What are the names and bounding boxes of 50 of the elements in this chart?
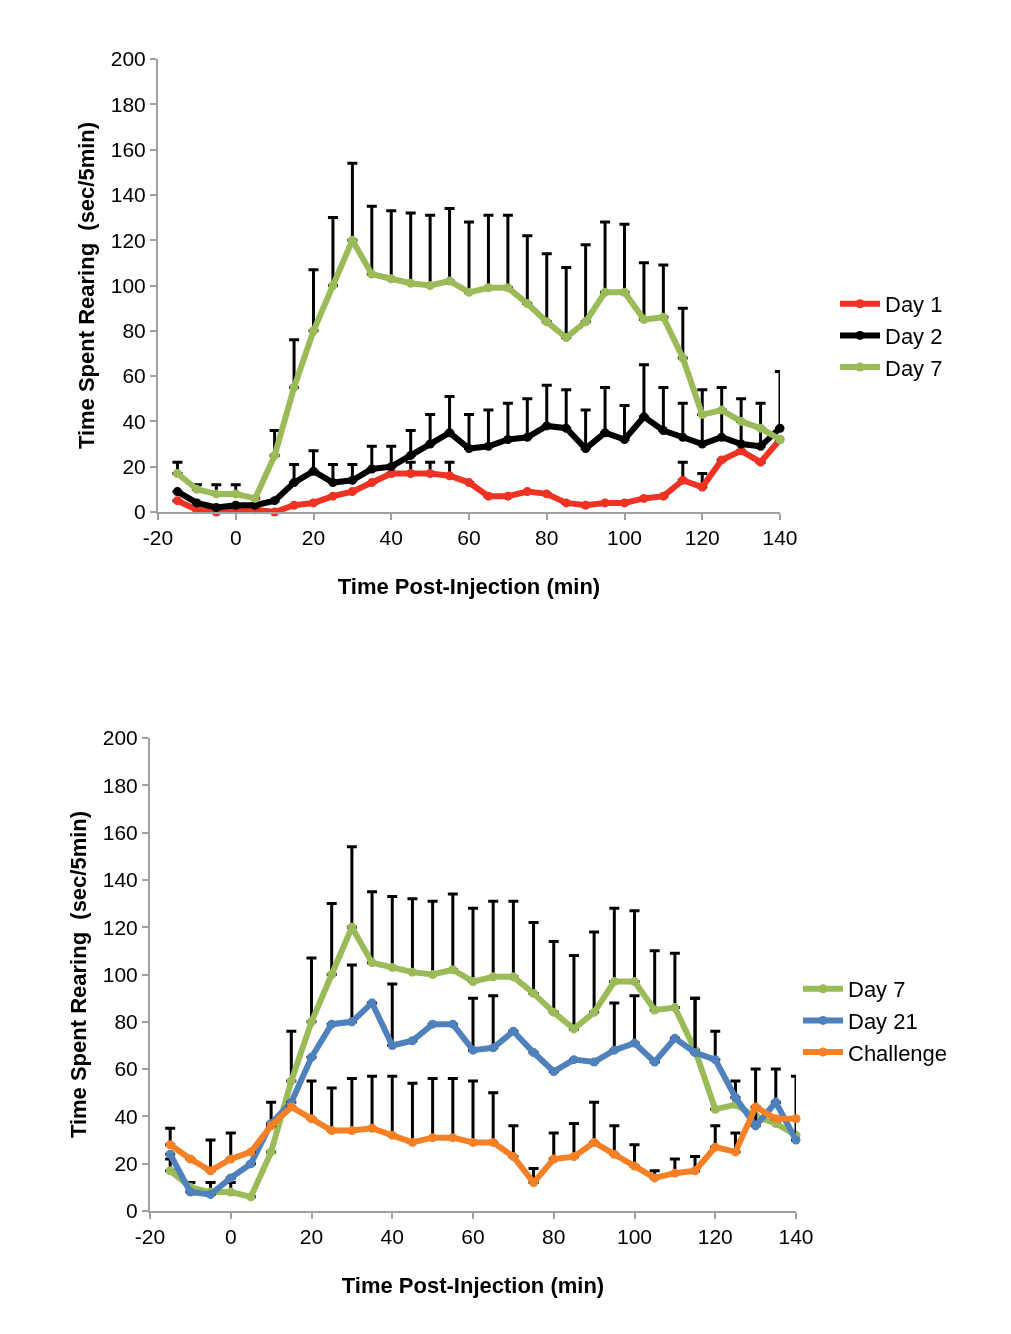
y-tick-label: 40 (114, 1104, 138, 1128)
y-axis-title: Time Spent Rearing (sec/5min) (74, 121, 100, 450)
x-tick-label: 20 (299, 1225, 324, 1249)
legend-label: Day 2 (885, 323, 943, 349)
y-tick-label: 120 (110, 228, 146, 252)
x-tick-label: 120 (684, 526, 720, 550)
x-tick-label: 120 (697, 1225, 733, 1249)
legend-label: Day 1 (885, 292, 943, 318)
x-tick-label: 80 (535, 526, 559, 550)
y-tick-label: 160 (102, 820, 138, 844)
x-tick-label: 80 (542, 1225, 566, 1249)
y-tick-label: 180 (102, 773, 138, 797)
x-tick-label: 100 (606, 526, 643, 550)
y-tick-label: 80 (114, 1010, 138, 1034)
legend-label: Day 7 (848, 977, 906, 1003)
y-tick-label: 20 (114, 1152, 138, 1176)
y-tick-label: 100 (110, 273, 146, 297)
x-tick-label: 0 (229, 526, 242, 550)
x-axis-title: Time Post-Injection (min) (341, 1272, 605, 1298)
y-tick-label: 140 (102, 868, 138, 892)
x-axis-title: Time Post-Injection (min) (337, 573, 601, 599)
x-tick-label: 140 (762, 526, 798, 550)
y-tick-label: 140 (110, 183, 146, 207)
x-tick-label: 100 (616, 1225, 653, 1249)
y-tick-label: 180 (110, 92, 146, 116)
y-tick-label: 40 (122, 409, 146, 433)
y-tick-label: 200 (102, 726, 138, 750)
x-tick-label: 40 (380, 1225, 404, 1249)
legend-label: Day 21 (848, 1008, 918, 1034)
y-tick-label: 0 (134, 500, 146, 524)
x-tick-label: -20 (142, 526, 174, 550)
y-tick-label: 60 (122, 364, 146, 388)
y-tick-label: 20 (122, 455, 146, 479)
y-tick-label: 160 (110, 137, 146, 161)
y-tick-label: 0 (126, 1199, 138, 1223)
y-tick-label: 100 (102, 962, 138, 986)
x-tick-label: 0 (224, 1225, 237, 1249)
y-tick-label: 80 (122, 319, 146, 343)
x-tick-label: -20 (134, 1225, 166, 1249)
y-axis-title: Time Spent Rearing (sec/5min) (66, 810, 92, 1139)
x-tick-label: 60 (457, 526, 481, 550)
x-tick-label: 40 (379, 526, 403, 550)
legend-label: Challenge (848, 1040, 948, 1066)
y-tick-label: 120 (102, 915, 138, 939)
x-tick-label: 140 (778, 1225, 814, 1249)
x-tick-label: 20 (301, 526, 326, 550)
y-tick-label: 60 (114, 1057, 138, 1081)
x-tick-label: 60 (461, 1225, 485, 1249)
legend-label: Day 7 (885, 355, 943, 381)
y-tick-label: 200 (110, 47, 146, 71)
